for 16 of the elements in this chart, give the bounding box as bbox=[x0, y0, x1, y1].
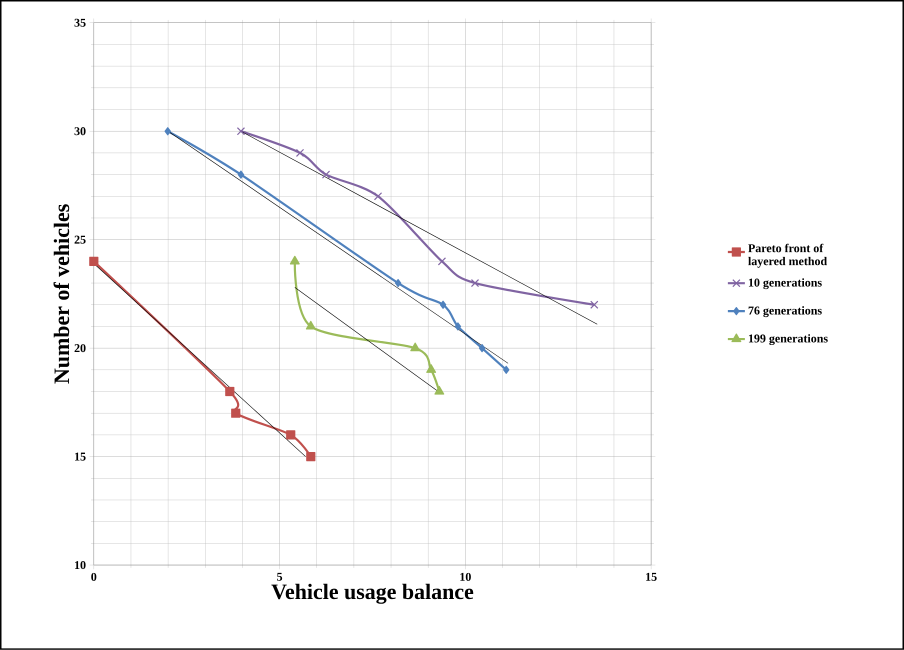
x-tick-label: 10 bbox=[460, 572, 471, 581]
y-tick-label: 20 bbox=[74, 344, 86, 352]
legend-label: Pareto front of layered method bbox=[748, 244, 828, 268]
y-tick-label: 30 bbox=[74, 127, 86, 136]
legend-label: 76 generations bbox=[748, 306, 822, 318]
y-axis-title: Number of vehicles bbox=[54, 204, 70, 384]
x-tick-label: 5 bbox=[277, 572, 282, 581]
y-tick-label: 25 bbox=[74, 236, 86, 244]
x-axis-title: Vehicle usage balance bbox=[271, 584, 474, 604]
x-tick-label: 15 bbox=[646, 572, 657, 581]
y-tick-label: 35 bbox=[74, 18, 86, 27]
legend-label: 10 generations bbox=[748, 278, 822, 290]
x-tick-label: 0 bbox=[91, 572, 96, 581]
y-tick-label: 15 bbox=[75, 452, 86, 461]
legend-label: 199 generations bbox=[748, 334, 828, 346]
y-tick-label: 10 bbox=[75, 561, 86, 570]
